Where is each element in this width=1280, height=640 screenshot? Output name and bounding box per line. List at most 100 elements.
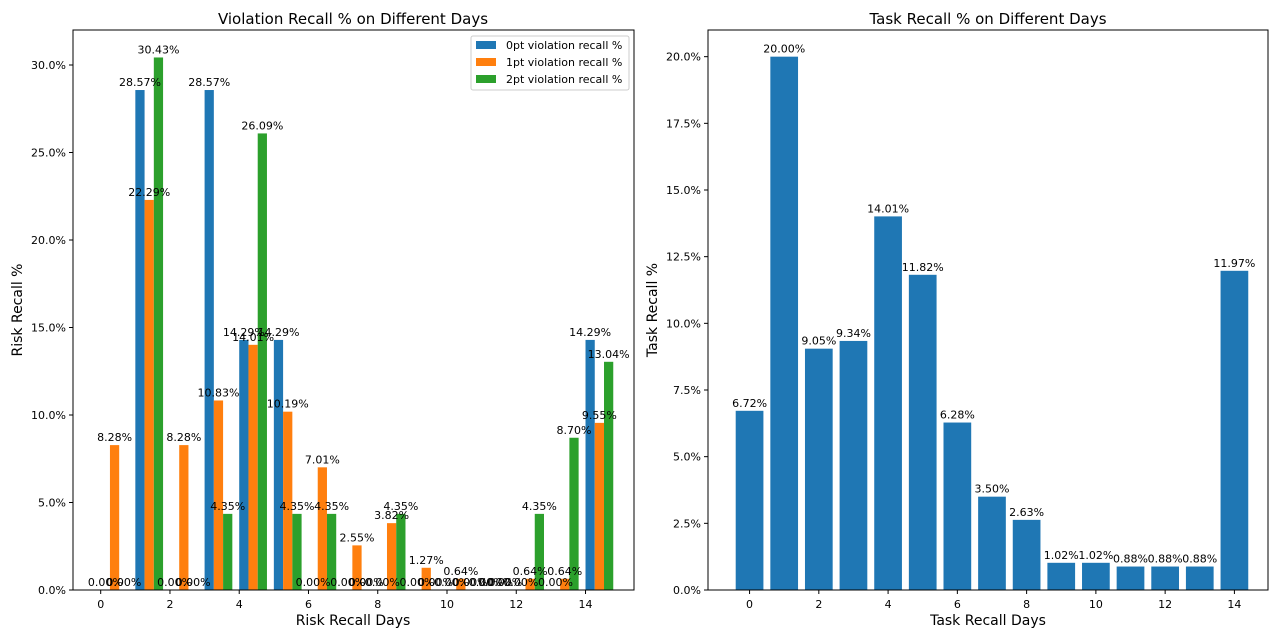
data-labels: 6.72% 20.00% 9.05%9.34% 14.01% 11.82% 6.28% 3.… <box>732 43 1255 566</box>
bar <box>534 513 544 590</box>
x-axis-ticks: 0 2 4 6 8 10 12 14 <box>97 590 593 611</box>
bar <box>396 513 406 590</box>
data-label: 9.55% <box>582 409 617 422</box>
data-label: 2.55% <box>340 531 375 544</box>
y-axis-label: Risk Recall % <box>10 264 26 357</box>
data-label: 3.82% <box>374 509 409 522</box>
bar-group <box>735 56 1249 590</box>
bar <box>874 216 902 590</box>
y-tick-label: 10.0% <box>666 317 701 330</box>
data-label: 8.70% <box>557 424 592 437</box>
data-label: 4.35% <box>522 500 557 513</box>
data-label: 0.00% <box>478 576 513 589</box>
bar <box>604 361 614 590</box>
data-label: 0.00% <box>453 576 488 589</box>
data-label: 0.00% <box>88 576 123 589</box>
bar-group <box>109 57 614 591</box>
legend-label-2pt: 2pt violation recall % <box>506 73 622 86</box>
x-tick-label: 2 <box>166 598 173 611</box>
bar <box>1082 562 1110 590</box>
task-recall-chart: Task Recall % on Different Days Task Rec… <box>645 10 1269 629</box>
bar <box>525 578 535 590</box>
y-tick-label: 12.5% <box>666 251 701 264</box>
data-label: 0.64% <box>443 565 478 578</box>
data-label: 8.28% <box>97 431 132 444</box>
data-label: 13.04% <box>588 348 630 361</box>
data-label: 0.00% <box>538 576 573 589</box>
data-label: 0.00% <box>503 576 538 589</box>
y-tick-label: 10.0% <box>31 409 66 422</box>
data-label: 0.00% <box>418 576 453 589</box>
x-tick-label: 6 <box>305 598 312 611</box>
data-label: 11.82% <box>902 261 944 274</box>
data-label: 1.27% <box>409 554 444 567</box>
legend-swatch-2pt <box>476 75 496 83</box>
data-labels: 0.00%28.57%0.00%28.57%14.29%14.29%0.00% 0… <box>88 43 630 589</box>
data-label: 26.09% <box>241 119 283 132</box>
bar <box>292 513 302 590</box>
y-axis-ticks: 0.0% 5.0% 10.0% 15.0% 20.0% 25.0% 30.0% <box>31 59 73 597</box>
bar <box>317 467 327 590</box>
x-tick-label: 4 <box>885 598 892 611</box>
data-label: 14.29% <box>257 326 299 339</box>
data-label: 6.28% <box>940 409 975 422</box>
bar <box>273 339 284 590</box>
bar <box>204 90 214 591</box>
bar <box>223 513 233 590</box>
bar <box>248 344 258 590</box>
data-label: 0.00% <box>400 576 435 589</box>
plot-frame <box>707 29 1269 591</box>
x-tick-label: 12 <box>509 598 523 611</box>
data-label: 2.63% <box>1009 506 1044 519</box>
y-tick-label: 20.0% <box>31 234 66 247</box>
legend-swatch-1pt <box>476 58 496 66</box>
bar <box>421 567 431 590</box>
data-label: 3.50% <box>975 483 1010 496</box>
bar <box>1185 566 1214 590</box>
data-label: 14.29% <box>569 326 611 339</box>
legend: 0pt violation recall % 1pt violation rec… <box>470 35 630 91</box>
y-tick-label: 0.0% <box>38 584 66 597</box>
data-label: 10.83% <box>197 386 239 399</box>
bar <box>594 422 605 590</box>
data-label: 14.29% <box>223 326 265 339</box>
legend-swatch-0pt <box>476 41 496 49</box>
data-label: 11.97% <box>1213 257 1255 270</box>
bar <box>239 339 249 590</box>
bar <box>257 133 267 591</box>
x-tick-label: 6 <box>954 598 961 611</box>
bar <box>109 445 120 590</box>
bar <box>569 437 579 590</box>
bar <box>1220 270 1249 590</box>
bar <box>560 578 570 590</box>
x-tick-label: 8 <box>374 598 381 611</box>
chart-title: Violation Recall % on Different Days <box>218 10 488 28</box>
y-tick-label: 7.5% <box>673 384 701 397</box>
data-label: 0.00% <box>296 576 331 589</box>
x-tick-label: 10 <box>1089 598 1103 611</box>
y-tick-label: 2.5% <box>673 517 701 530</box>
x-tick-label: 12 <box>1158 598 1172 611</box>
data-label: 6.72% <box>732 397 767 410</box>
data-label: 4.35% <box>383 500 418 513</box>
y-tick-label: 30.0% <box>31 59 66 72</box>
y-tick-label: 17.5% <box>666 117 701 130</box>
bar <box>144 199 154 591</box>
bar <box>908 274 937 590</box>
bar <box>135 90 145 591</box>
bar <box>804 348 833 590</box>
data-label: 0.00% <box>365 576 400 589</box>
data-label: 7.01% <box>305 453 340 466</box>
data-label: 0.00% <box>349 576 384 589</box>
data-label: 20.00% <box>763 43 805 56</box>
violation-recall-chart: Violation Recall % on Different Days Ris… <box>10 10 635 629</box>
data-label: 0.64% <box>513 565 548 578</box>
bar <box>386 523 397 590</box>
legend-label-0pt: 0pt violation recall % <box>506 39 622 52</box>
bar <box>283 411 293 590</box>
bar <box>352 545 362 590</box>
data-label: 0.88% <box>1182 553 1217 566</box>
bar <box>326 513 337 590</box>
bar <box>1116 566 1145 590</box>
